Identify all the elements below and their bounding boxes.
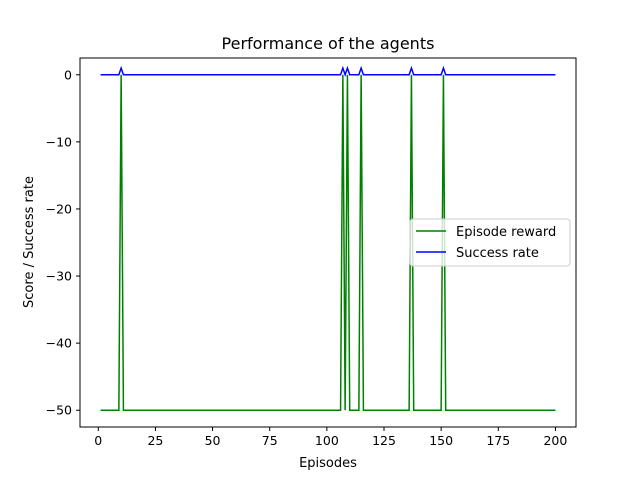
x-tick-label: 175 xyxy=(486,433,510,448)
x-tick-label: 150 xyxy=(429,433,453,448)
legend-label-success-rate: Success rate xyxy=(456,246,539,261)
y-tick-label: −10 xyxy=(46,134,72,149)
legend: Episode reward Success rate xyxy=(409,218,571,267)
x-tick-label: 100 xyxy=(315,433,339,448)
x-axis-label: Episodes xyxy=(299,456,357,471)
x-tick-label: 0 xyxy=(94,433,102,448)
y-axis-ticks: 0 −10 −20 −30 −40 −50 xyxy=(46,67,80,418)
y-tick-label: −30 xyxy=(46,269,72,284)
x-tick-label: 25 xyxy=(147,433,163,448)
x-tick-label: 50 xyxy=(205,433,221,448)
y-tick-label: −40 xyxy=(46,336,72,351)
legend-label-episode-reward: Episode reward xyxy=(456,225,556,240)
y-tick-label: 0 xyxy=(64,67,72,82)
y-tick-label: −20 xyxy=(46,201,72,216)
x-tick-label: 200 xyxy=(543,433,567,448)
legend-box xyxy=(409,218,571,267)
x-tick-label: 125 xyxy=(372,433,396,448)
x-axis-ticks: 0 25 50 75 100 125 150 175 200 xyxy=(94,427,567,448)
y-axis-label: Score / Success rate xyxy=(22,176,37,308)
x-tick-label: 75 xyxy=(262,433,278,448)
series-line-success-rate xyxy=(100,65,556,78)
series-line-episode-reward xyxy=(100,74,556,411)
series-lines xyxy=(100,65,556,411)
plot-frame xyxy=(79,57,577,428)
y-tick-label: −50 xyxy=(46,403,72,418)
chart-title: Performance of the agents xyxy=(222,34,435,53)
